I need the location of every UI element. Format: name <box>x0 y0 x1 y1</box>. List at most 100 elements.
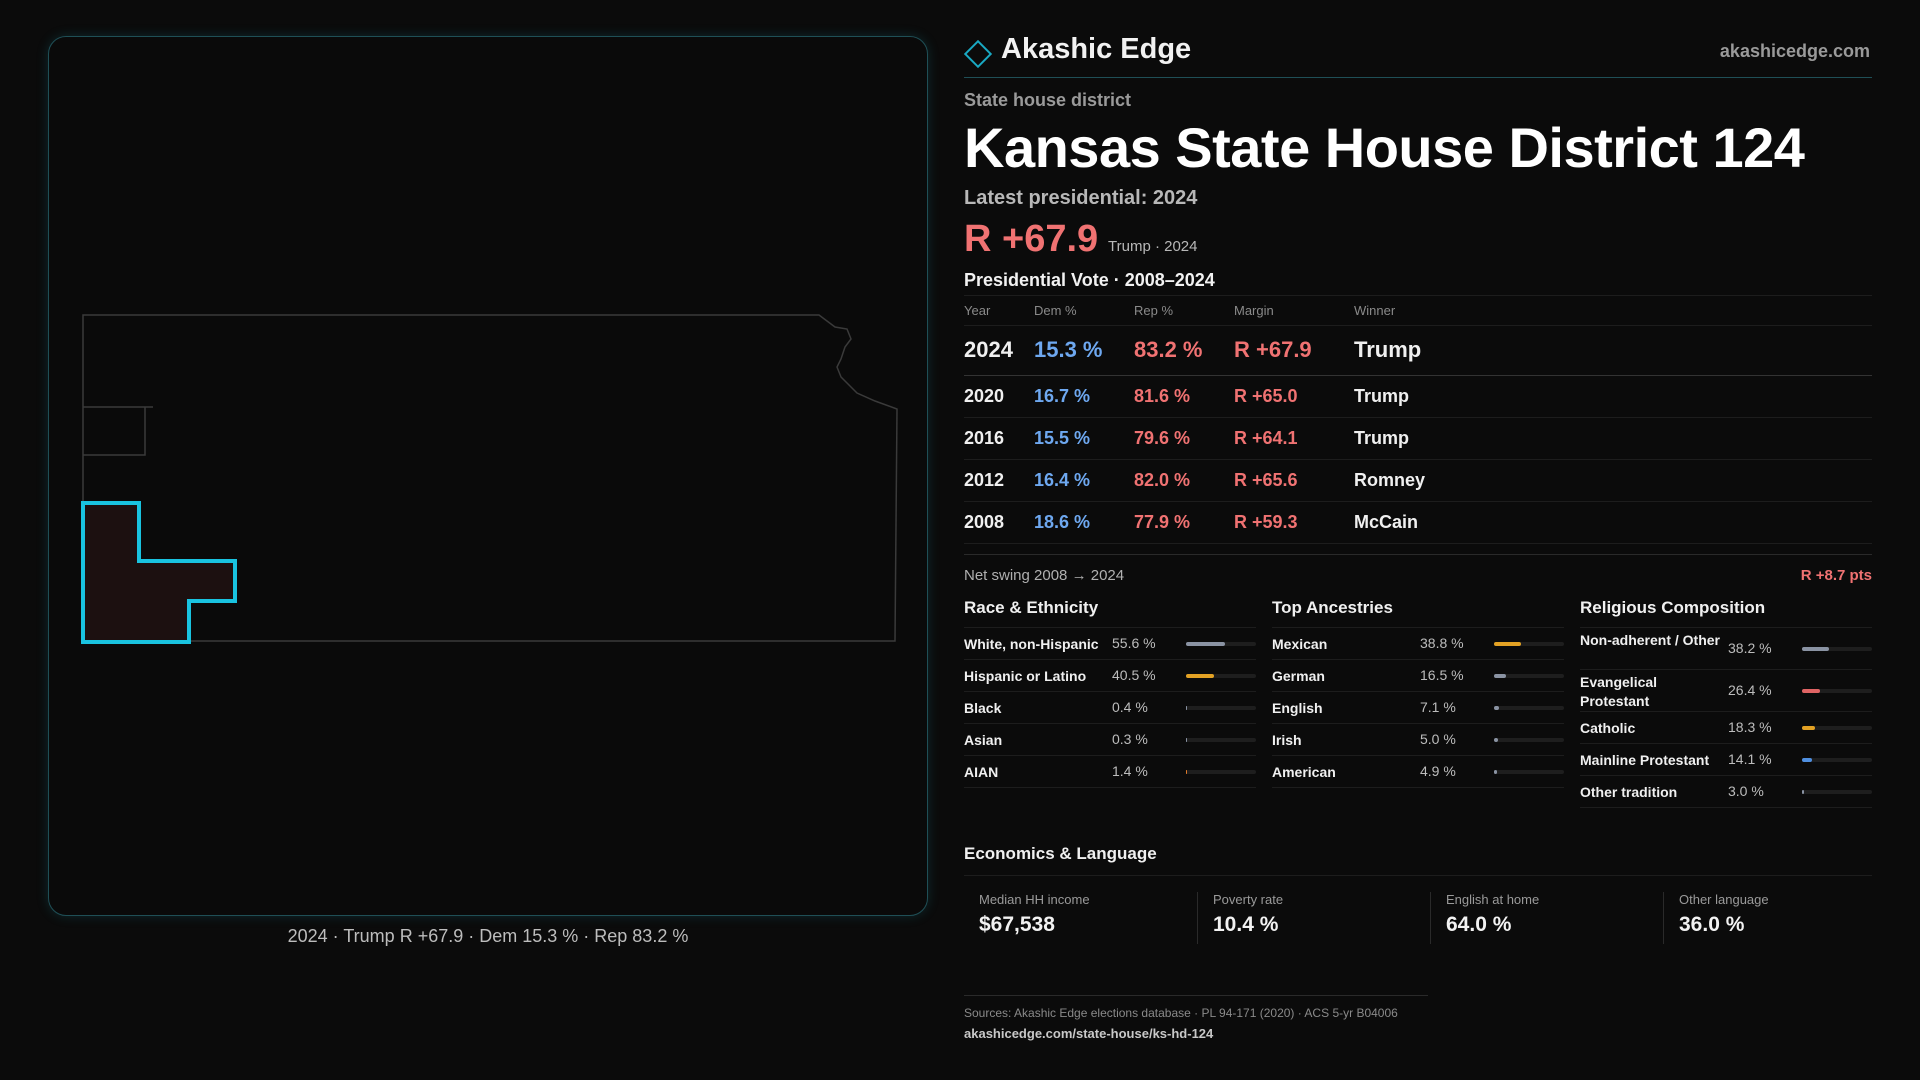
econ-label: Other language <box>1679 892 1769 907</box>
list-item: Mainline Protestant 14.1 % <box>1580 744 1872 776</box>
list-item-label: Black <box>964 699 1002 716</box>
list-item-label: English <box>1272 699 1323 716</box>
share-bar-fill <box>1186 641 1225 646</box>
latest-margin: R +67.9 <box>964 217 1099 260</box>
district-map <box>81 314 898 644</box>
dem-cell: 18.6 % <box>1034 501 1134 544</box>
winner-cell: Trump <box>1354 375 1872 418</box>
list-item: Catholic 18.3 % <box>1580 712 1872 744</box>
share-bar-fill <box>1494 673 1506 678</box>
winner-cell: McCain <box>1354 501 1872 544</box>
list-item: Irish 5.0 % <box>1272 724 1564 756</box>
list-item-label: White, non-Hispanic <box>964 635 1099 652</box>
divider <box>964 875 1872 876</box>
list-item-value: 38.2 % <box>1728 640 1772 657</box>
source-link[interactable]: akashicedge.com/state-house/ks-hd-124 <box>964 1026 1214 1041</box>
religion-title: Religious Composition <box>1580 598 1872 628</box>
table-row: 2008 18.6 % 77.9 % R +59.3 McCain <box>964 501 1872 544</box>
dem-cell: 16.4 % <box>1034 459 1134 502</box>
share-bar-fill <box>1186 673 1215 678</box>
vote-table: Year Dem % Rep % Margin Winner 2024 15.3… <box>964 294 1872 544</box>
list-item-label: Hispanic or Latino <box>964 667 1087 684</box>
list-item-label: Evangelical Protestant <box>1580 673 1658 709</box>
table-row: 2020 16.7 % 81.6 % R +65.0 Trump <box>964 375 1872 418</box>
list-item: Asian 0.3 % <box>964 724 1256 756</box>
econ-english-at-home: English at home 64.0 % <box>1430 892 1650 944</box>
table-row: 2012 16.4 % 82.0 % R +65.6 Romney <box>964 459 1872 502</box>
dem-cell: 15.3 % <box>1034 325 1134 376</box>
share-bar <box>1802 688 1872 693</box>
share-bar-fill <box>1186 705 1188 710</box>
list-item-value: 1.4 % <box>1112 763 1148 780</box>
share-bar-fill <box>1494 737 1498 742</box>
list-item-value: 5.0 % <box>1420 731 1456 748</box>
district-map-panel[interactable] <box>48 36 928 916</box>
diamond-logo-icon <box>963 39 993 69</box>
share-bar <box>1802 725 1872 730</box>
header-dem: Dem % <box>1034 294 1134 326</box>
sources-text: Sources: Akashic Edge elections database… <box>964 1006 1398 1020</box>
share-bar <box>1186 673 1256 678</box>
share-bar <box>1494 641 1564 646</box>
list-item-value: 40.5 % <box>1112 667 1156 684</box>
brand-name: Akashic Edge <box>1001 33 1192 65</box>
share-bar <box>1186 641 1256 646</box>
econ-value: 36.0 % <box>1679 913 1745 936</box>
map-caption: 2024 · Trump R +67.9 · Dem 15.3 % · Rep … <box>287 926 689 946</box>
list-item: Black 0.4 % <box>964 692 1256 724</box>
rep-cell: 77.9 % <box>1134 501 1234 544</box>
list-item-label: AIAN <box>964 763 999 780</box>
list-item: Non-adherent / Other 38.2 % <box>1580 628 1872 670</box>
list-item-value: 55.6 % <box>1112 635 1156 652</box>
list-item-label: Irish <box>1272 731 1302 748</box>
list-item: Mexican 38.8 % <box>1272 628 1564 660</box>
net-swing-row: Net swing 2008 → 2024 R +8.7 pts <box>964 553 1872 588</box>
district-kicker: State house district <box>964 90 1132 110</box>
rep-cell: 81.6 % <box>1134 375 1234 418</box>
divider <box>964 995 1428 996</box>
share-bar <box>1186 769 1256 774</box>
list-item-value: 18.3 % <box>1728 719 1772 736</box>
share-bar-fill <box>1802 646 1829 651</box>
econ-label: Median HH income <box>979 892 1090 907</box>
share-bar-fill <box>1802 725 1815 730</box>
winner-cell: Trump <box>1354 417 1872 460</box>
list-item-label: German <box>1272 667 1325 684</box>
economics-title: Economics & Language <box>964 844 1157 863</box>
latest-label: Latest presidential: 2024 <box>964 186 1198 209</box>
share-bar-fill <box>1802 757 1812 762</box>
share-bar-fill <box>1494 641 1522 646</box>
share-bar <box>1186 737 1256 742</box>
list-item-label: Asian <box>964 731 1003 748</box>
list-item-value: 7.1 % <box>1420 699 1456 716</box>
econ-label: English at home <box>1446 892 1540 907</box>
net-swing-label: Net swing 2008 → 2024 <box>964 566 1125 584</box>
latest-margin-row: R +67.9 Trump · 2024 <box>964 218 1872 262</box>
list-item-value: 0.3 % <box>1112 731 1148 748</box>
brand-url-link[interactable]: akashicedge.com <box>1719 41 1870 61</box>
winner-cell: Trump <box>1354 325 1872 376</box>
header-year: Year <box>964 294 1034 326</box>
list-item: American 4.9 % <box>1272 756 1564 788</box>
share-bar-fill <box>1186 769 1188 774</box>
page-title: Kansas State House District 124 <box>964 116 1805 179</box>
list-item-value: 26.4 % <box>1728 682 1772 699</box>
year-cell: 2016 <box>964 417 1034 460</box>
year-cell: 2020 <box>964 375 1034 418</box>
district-info-panel: Akashic Edge akashicedge.com State house… <box>963 30 1872 828</box>
list-item: Hispanic or Latino 40.5 % <box>964 660 1256 692</box>
header: Akashic Edge akashicedge.com <box>963 30 1872 78</box>
race-ethnicity-title: Race & Ethnicity <box>964 598 1256 628</box>
margin-cell: R +67.9 <box>1234 325 1354 376</box>
winner-cell: Romney <box>1354 459 1872 502</box>
year-cell: 2012 <box>964 459 1034 502</box>
header-winner: Winner <box>1354 294 1872 326</box>
share-bar-fill <box>1802 789 1805 794</box>
list-item-label: Non-adherent / Other <box>1580 631 1721 648</box>
district-highlight[interactable] <box>81 501 237 644</box>
margin-cell: R +65.6 <box>1234 459 1354 502</box>
margin-cell: R +59.3 <box>1234 501 1354 544</box>
header-rep: Rep % <box>1134 294 1234 326</box>
share-bar-fill <box>1186 737 1188 742</box>
econ-value: 10.4 % <box>1213 913 1279 936</box>
